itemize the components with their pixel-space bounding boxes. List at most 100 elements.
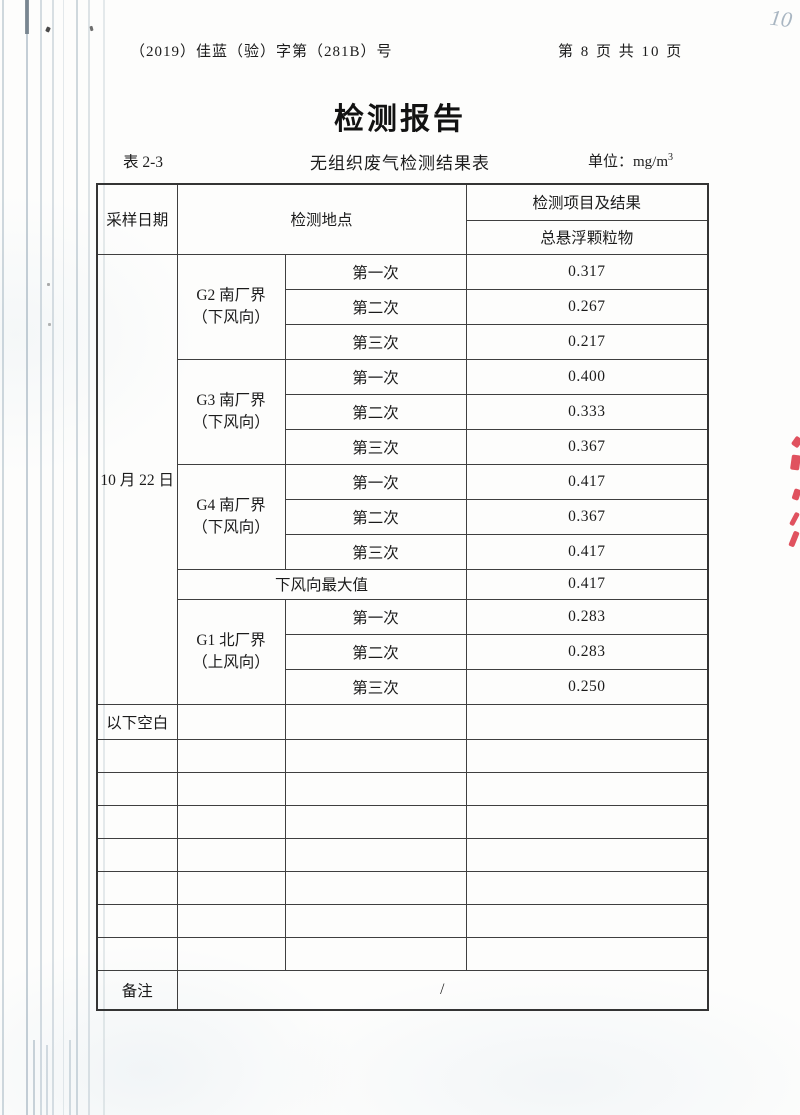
empty-cell — [284, 903, 467, 938]
table-row: 下风向最大值 0.417 — [97, 568, 709, 600]
run-label: 第三次 — [284, 323, 467, 360]
run-value: 0.250 — [465, 668, 709, 705]
page-edge-line — [26, 0, 28, 1115]
run-value: 0.367 — [465, 428, 709, 465]
location-wind: （下风向） — [192, 518, 270, 536]
header-result-group: 检测项目及结果 — [465, 183, 709, 221]
empty-table-row — [96, 804, 709, 839]
red-pen-mark — [791, 488, 800, 501]
empty-cell — [465, 738, 709, 773]
red-pen-mark — [789, 511, 800, 527]
empty-cell — [96, 837, 178, 872]
empty-cell — [176, 771, 286, 806]
empty-table-row — [96, 771, 709, 806]
unit-superscript: 3 — [668, 152, 674, 163]
empty-cell — [284, 738, 467, 773]
page-edge-line — [63, 0, 64, 1115]
table-row: 以下空白 — [96, 703, 709, 740]
run-label: 第三次 — [284, 533, 467, 570]
location-cell-g2: G2 南厂界 （下风向） — [176, 253, 286, 360]
empty-cell — [284, 870, 467, 905]
results-table: 采样日期 检测地点 检测项目及结果 总悬浮颗粒物 10 月 22 日 G2 南厂… — [96, 183, 710, 1011]
empty-cell — [465, 703, 709, 740]
empty-cell — [176, 804, 286, 839]
red-pen-mark — [790, 454, 800, 471]
scan-speck — [48, 323, 51, 326]
empty-cell — [96, 738, 178, 773]
run-value: 0.317 — [465, 253, 709, 290]
empty-table-row — [96, 870, 709, 905]
table-row: G3 南厂界 （下风向） 第一次 0.400 — [97, 358, 709, 465]
empty-cell — [465, 903, 709, 938]
empty-cell — [176, 738, 286, 773]
table-row: 第三次 0.417 — [97, 533, 709, 570]
table-row: 第二次 0.367 — [97, 498, 709, 535]
location-wind: （上风向） — [192, 653, 270, 671]
table-row: 第二次 0.333 — [97, 393, 709, 430]
run-value: 0.333 — [465, 393, 709, 430]
empty-cell — [176, 936, 286, 971]
handwritten-page-number: 10 — [768, 4, 794, 33]
remark-label: 备注 — [96, 969, 178, 1011]
page-edge-line — [69, 1040, 71, 1115]
scan-speck — [47, 283, 50, 286]
run-value: 0.267 — [465, 288, 709, 325]
red-pen-mark — [788, 530, 800, 548]
empty-cell — [284, 804, 467, 839]
run-label: 第一次 — [284, 598, 467, 635]
empty-table-row — [96, 936, 709, 971]
run-value: 0.283 — [465, 633, 709, 670]
remark-value: / — [176, 969, 709, 1011]
scan-edge-dark-segment — [25, 0, 29, 34]
unit-label: 单位：mg/m3 — [588, 152, 674, 170]
empty-cell — [465, 771, 709, 806]
report-title: 检测报告 — [334, 103, 466, 136]
table-row: G4 南厂界 （下风向） 第一次 0.417 — [97, 463, 709, 570]
page-edge-line — [52, 0, 54, 1115]
empty-table-row — [96, 738, 709, 773]
header-location: 检测地点 — [176, 183, 467, 255]
table-row: 备注 / — [96, 969, 709, 1011]
run-label: 第二次 — [284, 288, 467, 325]
document-number: （2019）佳蓝（验）字第（281B）号 — [130, 44, 393, 60]
page-number-info: 第 8 页 共 10 页 — [558, 44, 684, 60]
page-edge-line — [33, 1040, 35, 1115]
empty-cell — [284, 936, 467, 971]
table-caption-title: 无组织废气检测结果表 — [310, 154, 490, 173]
table-row: 第三次 0.250 — [97, 668, 709, 705]
table-caption-label: 表 2-3 — [123, 154, 164, 171]
blank-note-cell: 以下空白 — [96, 703, 178, 740]
run-label: 第三次 — [284, 668, 467, 705]
table-row: G1 北厂界 （上风向） 第一次 0.283 — [97, 598, 709, 705]
table-row: 采样日期 检测地点 检测项目及结果 — [96, 183, 709, 255]
empty-cell — [465, 804, 709, 839]
empty-table-row — [96, 903, 709, 938]
empty-cell — [176, 837, 286, 872]
empty-cell — [284, 837, 467, 872]
empty-cell — [284, 771, 467, 806]
downwind-max-label: 下风向最大值 — [176, 568, 467, 600]
table-row: 第三次 0.217 — [97, 323, 709, 360]
page-edge-line — [88, 0, 90, 1115]
red-pen-mark — [790, 435, 800, 449]
empty-cell — [176, 870, 286, 905]
run-label: 第一次 — [284, 463, 467, 500]
header-sample-date: 采样日期 — [96, 183, 178, 255]
run-label: 第二次 — [284, 393, 467, 430]
location-cell-g3: G3 南厂界 （下风向） — [176, 358, 286, 465]
run-label: 第二次 — [284, 498, 467, 535]
run-value: 0.283 — [465, 598, 709, 635]
run-label: 第二次 — [284, 633, 467, 670]
run-value: 0.417 — [465, 463, 709, 500]
empty-cell — [96, 771, 178, 806]
scan-speck — [89, 25, 94, 32]
table-row: 第二次 0.283 — [97, 633, 709, 670]
location-name: G1 北厂界 — [196, 631, 266, 649]
empty-cell — [284, 703, 467, 740]
empty-cell — [96, 903, 178, 938]
empty-cell — [96, 936, 178, 971]
run-label: 第一次 — [284, 253, 467, 290]
empty-cell — [176, 703, 286, 740]
empty-cell — [176, 903, 286, 938]
